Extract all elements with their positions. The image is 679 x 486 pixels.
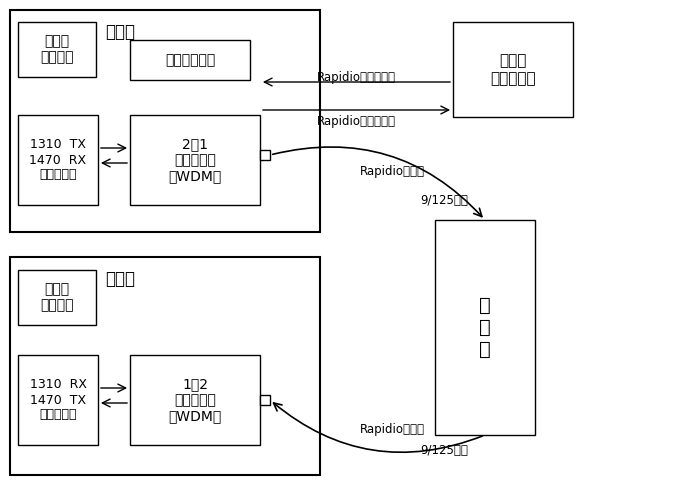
- Text: 9/125光纤: 9/125光纤: [420, 444, 468, 456]
- Text: 均衡补偿模块: 均衡补偿模块: [165, 53, 215, 67]
- Text: 1310  TX
1470  RX
第一光模块: 1310 TX 1470 RX 第一光模块: [29, 139, 86, 181]
- Text: 1分2
波分复用器
（WDM）: 1分2 波分复用器 （WDM）: [168, 377, 221, 423]
- Bar: [260, 395, 270, 405]
- Text: 1310  RX
1470  TX
第二光模块: 1310 RX 1470 TX 第二光模块: [29, 379, 86, 421]
- Text: Rapidio电信号输出: Rapidio电信号输出: [317, 115, 396, 127]
- Text: 接收板: 接收板: [105, 270, 135, 288]
- Text: 光
滑
环: 光 滑 环: [479, 296, 491, 359]
- Bar: [453, 22, 573, 117]
- Text: 发射板
电源模块: 发射板 电源模块: [40, 35, 74, 65]
- Bar: [18, 115, 98, 205]
- Text: Rapidio电信号输入: Rapidio电信号输入: [317, 70, 396, 84]
- Bar: [10, 257, 320, 475]
- Bar: [130, 115, 260, 205]
- Bar: [10, 10, 320, 232]
- Text: 图像板
（客户端）: 图像板 （客户端）: [490, 53, 536, 86]
- Bar: [130, 40, 250, 80]
- Bar: [130, 355, 260, 445]
- Text: 9/125光纤: 9/125光纤: [420, 193, 468, 207]
- Text: 接收板
电源模块: 接收板 电源模块: [40, 282, 74, 312]
- Text: 发射板: 发射板: [105, 23, 135, 41]
- Text: Rapidio光信号: Rapidio光信号: [360, 166, 425, 178]
- Text: 2剀1
波分复用器
（WDM）: 2剀1 波分复用器 （WDM）: [168, 137, 221, 183]
- Bar: [18, 22, 96, 77]
- Bar: [260, 150, 270, 160]
- Bar: [435, 220, 535, 435]
- Bar: [18, 270, 96, 325]
- Text: Rapidio光信号: Rapidio光信号: [360, 423, 425, 436]
- Bar: [18, 355, 98, 445]
